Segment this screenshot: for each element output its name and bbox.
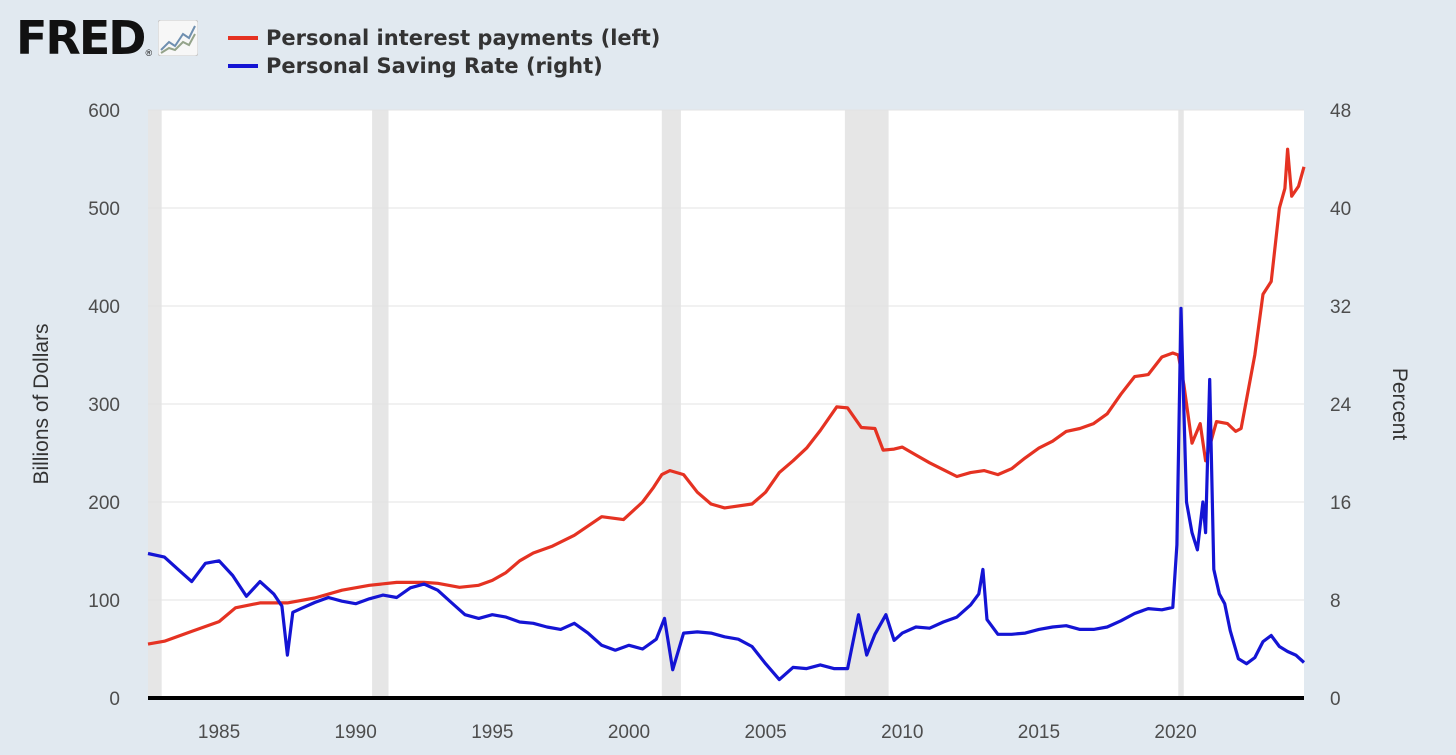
y-tick-right-32: 32 [1330,297,1351,318]
y-tick-left-600: 600 [88,101,120,122]
y-tick-right-40: 40 [1330,199,1351,220]
chart-legend: Personal interest payments (left) Person… [228,24,660,80]
series-line-saving-rate [147,306,1306,682]
registered-mark: ® [145,48,153,58]
y-tick-right-8: 8 [1330,591,1341,612]
y-tick-right-48: 48 [1330,101,1351,122]
y-tick-left-300: 300 [88,395,120,416]
legend-swatch-blue-line [228,64,258,68]
legend-item-interest[interactable]: Personal interest payments (left) [228,24,660,52]
legend-item-saving[interactable]: Personal Saving Rate (right) [228,52,660,80]
x-tick-1990: 1990 [335,722,377,743]
y-axis-title-left: Billions of Dollars [30,323,53,484]
y-tick-right-24: 24 [1330,395,1352,416]
legend-label-interest: Personal interest payments (left) [266,26,661,50]
y-axis-title-right: Percent [1388,368,1411,441]
legend-label-saving: Personal Saving Rate (right) [266,54,603,78]
x-tick-1995: 1995 [471,722,513,743]
y-tick-left-100: 100 [88,591,120,612]
fred-logo-text: FRED [16,11,146,65]
y-tick-left-500: 500 [88,199,120,220]
x-tick-2010: 2010 [881,722,923,743]
grid-lines [148,109,1304,601]
y-tick-left-400: 400 [88,297,120,318]
series-lines [147,147,1306,682]
tick-labels: 0 100 200 300 400 500 600 0 8 16 24 32 40 48 1985 1990 1… [88,101,1351,743]
x-tick-2005: 2005 [744,722,786,743]
x-tick-2000: 2000 [608,722,650,743]
y-tick-left-200: 200 [88,493,120,514]
y-tick-left-0: 0 [109,689,120,710]
legend-swatch-red-line [228,36,258,40]
y-tick-right-16: 16 [1330,493,1351,514]
fred-logo[interactable]: FRED ® [16,11,199,65]
x-tick-2020: 2020 [1154,722,1196,743]
y-tick-right-0: 0 [1330,689,1341,710]
x-tick-1985: 1985 [198,722,240,743]
fred-graph-icon [158,20,199,56]
x-tick-2015: 2015 [1018,722,1060,743]
